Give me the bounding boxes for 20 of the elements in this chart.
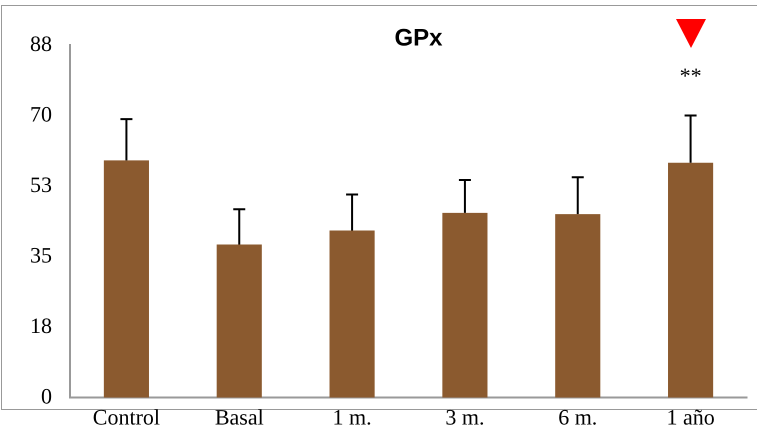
- y-tick-label: 70: [30, 101, 52, 126]
- y-tick-label: 18: [30, 312, 52, 338]
- y-tick-label: 35: [30, 242, 52, 268]
- y-tick-label: 0: [41, 383, 52, 408]
- annotation: **: [680, 62, 702, 88]
- x-tick-label: 1 año: [666, 404, 715, 430]
- x-tick-label: 3 m.: [445, 404, 484, 430]
- bar: [216, 244, 262, 398]
- y-tick-label: 53: [30, 172, 52, 197]
- bar: [555, 214, 600, 398]
- bar: [442, 212, 488, 398]
- chart-title: GPx: [394, 24, 444, 52]
- bar: [668, 162, 714, 398]
- y-tick-label: 88: [30, 30, 52, 56]
- bar: [104, 160, 149, 398]
- bar: [330, 230, 375, 398]
- x-tick-label: 6 m.: [558, 404, 598, 430]
- x-tick-label: 1 m.: [332, 404, 372, 430]
- x-tick-label: Control: [92, 404, 160, 430]
- x-tick-label: Basal: [214, 404, 264, 430]
